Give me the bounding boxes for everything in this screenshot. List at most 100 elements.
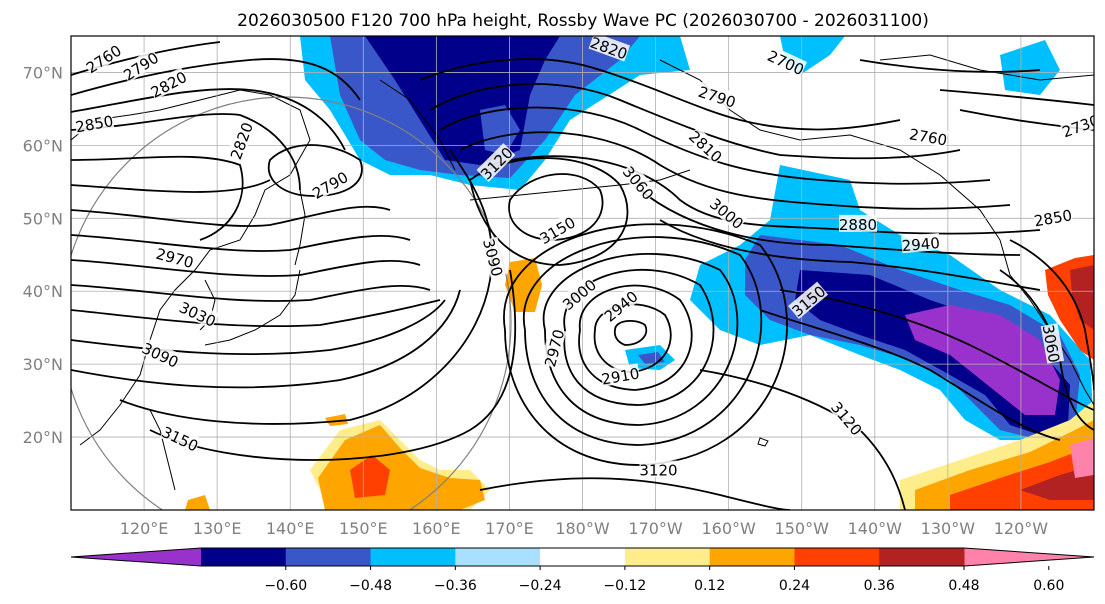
- contour-label-halo: [620, 162, 658, 203]
- map-frame: [70, 35, 1095, 511]
- contour-line: [71, 289, 461, 389]
- contour-line: [267, 144, 363, 197]
- contour-line: [71, 88, 346, 151]
- colorbar-tick-label: 0.60: [1033, 578, 1064, 594]
- longitude-label: 170°W: [628, 519, 683, 538]
- latitude-label: 50°N: [23, 209, 63, 228]
- contour-line: [503, 223, 788, 466]
- latitude-label: 70°N: [23, 63, 63, 82]
- anomaly-shading: [185, 36, 1094, 510]
- latitude-labels: 70°N 60°N 50°N 40°N 30°N 20°N: [23, 63, 63, 447]
- neg-region-canada: [1000, 40, 1060, 95]
- colorbar-segment: [370, 548, 456, 566]
- contour-label-halo: [308, 167, 351, 202]
- colorbar-tick-label: 0.24: [779, 578, 810, 594]
- contour-label-halo: [588, 36, 631, 62]
- contour-label-halo: [600, 286, 641, 325]
- colorbar-segment: [709, 548, 795, 566]
- contour-label-text: 2940: [901, 234, 941, 255]
- contour-line: [71, 205, 391, 227]
- contour-label-halo: [600, 363, 641, 387]
- contour-label-halo: [536, 212, 578, 247]
- contour-label-halo: [696, 81, 739, 110]
- colorbar-segment: [624, 548, 711, 566]
- contour-label-halo: [1059, 110, 1094, 140]
- longitude-label: 160°W: [701, 519, 756, 538]
- colorbar-segment: [879, 548, 965, 566]
- contour-line: [508, 173, 604, 241]
- colorbar-tick-label: −0.36: [434, 578, 477, 594]
- colorbar-tick-label: 0.48: [948, 578, 979, 594]
- colorbar-segment: [455, 548, 541, 566]
- contour-line: [578, 284, 693, 391]
- colorbar-segment: [201, 548, 287, 566]
- neg-region-north-inner: [480, 105, 520, 155]
- longitude-label: 130°E: [193, 519, 242, 538]
- longitude-label: 150°E: [339, 519, 388, 538]
- colorbar-segment: [540, 548, 626, 566]
- contour-label-halo: [159, 422, 202, 454]
- colorbar-tick-label: 0.36: [864, 578, 895, 594]
- colorbar: [70, 547, 1095, 567]
- contour-label-halo: [828, 397, 867, 438]
- contour-line: [71, 113, 301, 191]
- contour-line: [479, 477, 791, 510]
- colorbar-tick-label: 0.12: [694, 578, 725, 594]
- contour-line: [71, 155, 244, 241]
- contour-label: 2760: [908, 124, 949, 150]
- contour-line: [613, 319, 648, 346]
- colorbar-tick-label: −0.12: [603, 578, 646, 594]
- longitude-label: 160°E: [412, 519, 461, 538]
- contour-line: [522, 236, 763, 446]
- longitude-label: 140°E: [266, 519, 315, 538]
- latitude-label: 20°N: [23, 428, 63, 447]
- latitude-label: 60°N: [23, 136, 63, 155]
- contour-label-halo: [686, 126, 727, 165]
- latitude-label: 30°N: [23, 355, 63, 374]
- contour-label-halo: [177, 297, 219, 329]
- contour-line: [542, 253, 739, 426]
- contour-label-halo: [901, 232, 941, 254]
- colorbar-extend-low: [71, 548, 201, 566]
- contour-line: [659, 219, 1041, 291]
- contour-label-halo: [1032, 205, 1074, 229]
- contour-label-halo: [476, 143, 516, 183]
- contour-line: [489, 155, 1041, 235]
- contour-label-halo: [480, 236, 508, 278]
- reference-circle: [71, 96, 512, 510]
- longitude-label: 130°W: [921, 519, 976, 538]
- longitude-label: 120°E: [120, 519, 169, 538]
- pos-region-southwest: [185, 495, 210, 510]
- coast-asia: [71, 89, 311, 446]
- contour-line: [149, 269, 517, 461]
- contour-label-halo: [838, 214, 877, 232]
- contour-label-halo: [73, 111, 115, 135]
- contour-label-halo: [139, 338, 182, 370]
- contour-line: [419, 58, 901, 131]
- contour-label: 2940: [901, 232, 941, 255]
- contour-line: [71, 234, 411, 252]
- contour-label-halo: [226, 119, 256, 162]
- contour-line: [439, 106, 991, 185]
- contour-line: [779, 289, 1094, 411]
- contour-label-text: 3120: [639, 462, 677, 480]
- coast-philippines: [149, 409, 176, 491]
- colorbar-outline: [70, 547, 1095, 567]
- contour-line: [71, 284, 431, 302]
- contour-label-halo: [765, 45, 808, 78]
- longitude-label: 150°W: [775, 519, 830, 538]
- contour-line: [71, 299, 446, 356]
- contour-line: [469, 157, 629, 266]
- longitude-label: 170°E: [485, 519, 534, 538]
- contour-line: [759, 309, 1061, 441]
- colorbar-segment: [285, 548, 372, 566]
- contour-label-halo: [558, 275, 599, 313]
- contour-line: [71, 58, 361, 101]
- colorbar-tick-label: −0.48: [349, 578, 392, 594]
- contour-label-halo: [147, 67, 189, 100]
- contour-line: [459, 131, 1011, 210]
- contour-line: [859, 59, 1041, 73]
- longitude-label: 180°W: [555, 519, 610, 538]
